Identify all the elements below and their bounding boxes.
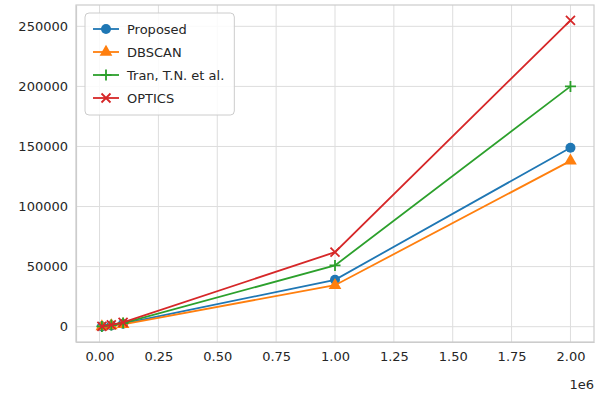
- legend-marker: [102, 94, 111, 103]
- legend-marker: [100, 45, 113, 56]
- grid-line: [76, 326, 594, 327]
- marker-shape: [117, 317, 130, 328]
- point: [565, 143, 575, 153]
- marker-shape: [102, 94, 111, 103]
- y-tick-label: 100000: [18, 199, 68, 214]
- grid-line: [452, 5, 453, 342]
- grid: [76, 5, 594, 342]
- x-tick-label: 1.75: [498, 349, 527, 364]
- legend-item: DBSCAN: [93, 45, 182, 60]
- y-tick-label: 0: [60, 319, 68, 334]
- legend-label: Proposed: [127, 22, 187, 37]
- grid-line: [76, 146, 594, 147]
- point: [97, 322, 106, 331]
- x-tick-label: 1.50: [439, 349, 468, 364]
- grid-line: [570, 5, 571, 342]
- axis-offset-label: 1e6: [569, 377, 594, 392]
- legend-box: [85, 13, 234, 115]
- y-tick: 150000: [18, 139, 76, 154]
- legend-label: Tran, T.N. et al.: [126, 68, 224, 83]
- y-tick: 200000: [18, 79, 76, 94]
- marker-shape: [329, 278, 342, 289]
- point: [117, 317, 130, 328]
- series-line: [102, 86, 571, 326]
- point: [565, 81, 576, 92]
- grid-line: [393, 5, 394, 342]
- y-tick: 0: [60, 319, 76, 334]
- x-tick: 0.50: [203, 342, 232, 364]
- point: [329, 278, 342, 289]
- point: [119, 318, 128, 327]
- marker-shape: [566, 16, 575, 25]
- y-tick-label: 50000: [27, 259, 68, 274]
- x-tick-label: 1.25: [380, 349, 409, 364]
- x-tick-label: 0.75: [262, 349, 291, 364]
- marker-shape: [107, 320, 116, 329]
- x-tick: 1.25: [380, 342, 409, 364]
- y-tick-label: 250000: [18, 19, 68, 34]
- x-tick: 1.00: [321, 342, 350, 364]
- series-line: [102, 148, 571, 327]
- x-tick: 0.00: [86, 342, 115, 364]
- x-axis: 0.00 0.25 0.50 0.75 1.00 1.25 1.50 1.75 2.00: [77, 342, 595, 364]
- x-tick-label: 0.50: [203, 349, 232, 364]
- y-tick: 250000: [18, 19, 76, 34]
- marker-shape: [100, 45, 113, 56]
- plot: 0.00 0.25 0.50 0.75 1.00 1.25 1.50 1.75 2.00 0 500…: [18, 5, 594, 364]
- legend-label: OPTICS: [127, 91, 174, 106]
- x-tick: 2.00: [556, 342, 585, 364]
- marker-shape: [101, 24, 111, 34]
- grid-line: [511, 5, 512, 342]
- marker-shape: [565, 81, 576, 92]
- plot-frame: [76, 5, 594, 342]
- x-tick-label: 1.00: [321, 349, 350, 364]
- chart: 0.00 0.25 0.50 0.75 1.00 1.25 1.50 1.75 2.00 0 500…: [0, 0, 600, 397]
- x-tick-label: 2.00: [556, 349, 585, 364]
- legend-item: Proposed: [93, 22, 187, 37]
- x-tick: 1.50: [439, 342, 468, 364]
- y-tick: 100000: [18, 199, 76, 214]
- x-tick: 0.25: [144, 342, 173, 364]
- marker-shape: [119, 318, 128, 327]
- point: [564, 154, 577, 165]
- series-line: [102, 161, 571, 327]
- marker-shape: [97, 322, 106, 331]
- y-tick: 50000: [27, 259, 76, 274]
- x-tick-label: 0.00: [86, 349, 115, 364]
- marker-shape: [565, 143, 575, 153]
- point: [107, 320, 116, 329]
- legend-marker: [101, 70, 112, 81]
- y-axis: 0 50000 100000 150000 200000 250000: [18, 6, 76, 343]
- marker-shape: [331, 248, 340, 257]
- y-tick-label: 150000: [18, 139, 68, 154]
- legend-item: OPTICS: [93, 91, 174, 106]
- marker-shape: [330, 260, 341, 271]
- legend-label: DBSCAN: [127, 45, 182, 60]
- grid-line: [335, 5, 336, 342]
- legend-item: Tran, T.N. et al.: [93, 68, 224, 83]
- x-tick: 1.75: [498, 342, 527, 364]
- grid-line: [76, 206, 594, 207]
- point: [330, 260, 341, 271]
- marker-shape: [564, 154, 577, 165]
- point: [331, 248, 340, 257]
- marker-shape: [101, 70, 112, 81]
- legend-marker: [101, 24, 111, 34]
- x-tick-label: 0.25: [144, 349, 173, 364]
- y-tick-label: 200000: [18, 79, 68, 94]
- point: [566, 16, 575, 25]
- legend: Proposed DBSCAN Tran, T.N. et al. OPTICS: [85, 13, 234, 115]
- x-tick: 0.75: [262, 342, 291, 364]
